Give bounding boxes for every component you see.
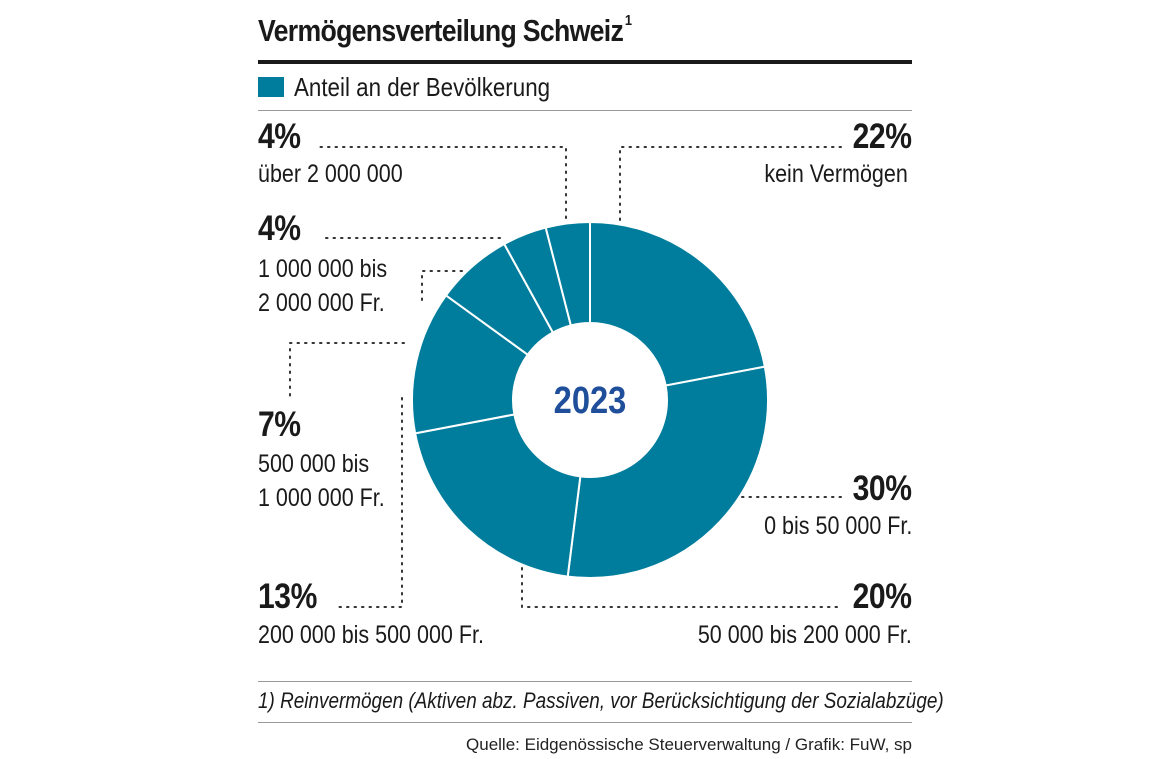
donut-slice-3 bbox=[411, 293, 530, 435]
category-label-1000000-2000000-line1: 1 000 000 bis bbox=[258, 255, 388, 283]
category-label-200000-500000: 200 000 bis 500 000 Fr. bbox=[258, 621, 484, 649]
category-label-ueber-2000000: über 2 000 000 bbox=[258, 160, 403, 188]
footnote-rule bbox=[258, 681, 912, 682]
footnote: 1) Reinvermögen (Aktiven abz. Passiven, … bbox=[258, 688, 944, 713]
leader-line-2 bbox=[521, 567, 843, 608]
value-label-200000-500000: 13% bbox=[258, 577, 317, 616]
value-label-0-50000: 30% bbox=[853, 469, 912, 508]
legend-swatch bbox=[258, 77, 284, 97]
donut-slice-6 bbox=[544, 220, 591, 327]
source-credit: Quelle: Eidgenössische Steuerverwaltung … bbox=[466, 735, 912, 754]
value-label-1000000-2000000: 4% bbox=[258, 209, 301, 248]
donut-slice-0 bbox=[589, 220, 767, 387]
leader-line-3 bbox=[334, 397, 403, 608]
category-label-50000-200000: 50 000 bis 200 000 Fr. bbox=[698, 621, 912, 649]
title-rule bbox=[258, 60, 912, 64]
leader-line-5 bbox=[421, 270, 476, 301]
value-label-50000-200000: 20% bbox=[853, 577, 912, 616]
leader-line-4 bbox=[289, 342, 405, 399]
legend-rule bbox=[258, 110, 912, 111]
donut-slices bbox=[411, 220, 769, 579]
category-label-500000-1000000-line1: 500 000 bis bbox=[258, 450, 370, 478]
leader-line-7 bbox=[314, 146, 567, 219]
category-label-1000000-2000000-line2: 2 000 000 Fr. bbox=[258, 289, 385, 317]
value-label-500000-1000000: 7% bbox=[258, 405, 301, 444]
value-label-kein-vermoegen: 22% bbox=[853, 117, 912, 156]
title-footnote-mark: 1 bbox=[624, 12, 632, 29]
value-label-ueber-2000000: 4% bbox=[258, 117, 301, 156]
donut-slice-1 bbox=[566, 365, 769, 579]
center-year-label: 2023 bbox=[554, 379, 627, 422]
donut-slice-2 bbox=[413, 413, 582, 578]
category-label-kein-vermoegen: kein Vermögen bbox=[764, 160, 908, 188]
category-label-0-50000: 0 bis 50 000 Fr. bbox=[763, 512, 912, 540]
category-label-500000-1000000-line2: 1 000 000 Fr. bbox=[258, 484, 385, 512]
leader-line-0 bbox=[619, 146, 843, 221]
source-rule bbox=[258, 722, 912, 723]
chart-title: Vermögensverteilung Schweiz 1 bbox=[258, 12, 632, 48]
legend-label: Anteil an der Bevölkerung bbox=[294, 72, 551, 102]
leader-lines bbox=[289, 146, 843, 608]
